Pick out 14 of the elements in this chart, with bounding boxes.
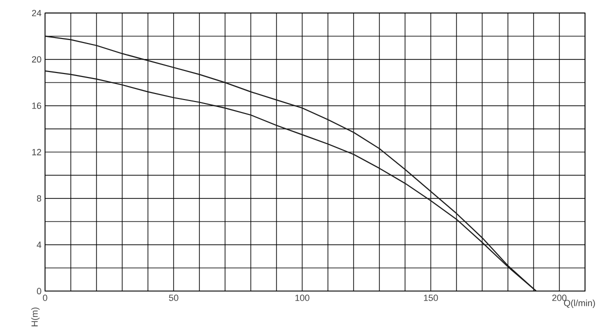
x-tick-label: 0 — [42, 294, 48, 301]
y-tick-label: 12 — [32, 148, 42, 156]
y-tick-label: 0 — [36, 288, 42, 294]
x-tick-label: 50 — [169, 294, 178, 301]
y-tick-label: 8 — [36, 195, 42, 202]
x-axis-title: Q(l/min) — [564, 300, 595, 308]
y-tick-label: 4 — [36, 242, 42, 248]
x-tick-label: 200 — [552, 294, 566, 301]
x-tick-label: 150 — [424, 294, 438, 301]
y-axis-title: H(m) — [31, 308, 40, 326]
y-tick-label: 24 — [32, 10, 42, 16]
x-tick-label: 100 — [295, 294, 310, 301]
y-tick-label: 20 — [32, 56, 42, 63]
y-tick-label: 16 — [32, 102, 42, 109]
